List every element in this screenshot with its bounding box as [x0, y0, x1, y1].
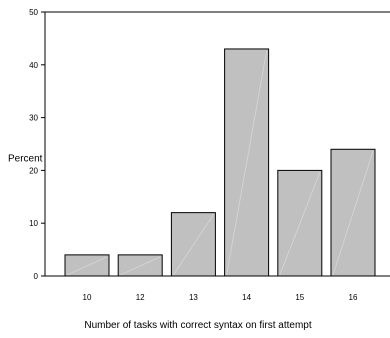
y-tick-label: 30: [29, 114, 38, 123]
bar-sheen: [120, 256, 161, 276]
y-axis-label: Percent: [8, 154, 43, 165]
bar-sheen: [226, 50, 267, 276]
x-tick-label: 10: [83, 293, 92, 302]
bars: [64, 48, 376, 277]
bar-sheen: [66, 256, 108, 276]
y-tick-label: 20: [29, 166, 38, 175]
bar-sheen: [173, 214, 214, 276]
x-tick-label: 12: [136, 293, 145, 302]
bar-sheen: [332, 151, 374, 276]
y-tick-label: 0: [34, 272, 39, 281]
x-tick-label: 13: [189, 293, 198, 302]
x-tick-label: 14: [242, 293, 251, 302]
x-axis-label: Number of tasks with correct syntax on f…: [84, 320, 312, 331]
x-axis-ticks: 10 12 13 14 15 16: [83, 293, 358, 302]
x-tick-label: 15: [295, 293, 304, 302]
y-tick-label: 10: [29, 219, 38, 228]
y-tick-label: 40: [29, 61, 38, 70]
y-axis-ticks: 0 10 20 30 40 50: [29, 8, 45, 281]
bar-sheen: [279, 172, 321, 276]
y-tick-label: 50: [29, 8, 38, 17]
x-tick-label: 16: [349, 293, 358, 302]
